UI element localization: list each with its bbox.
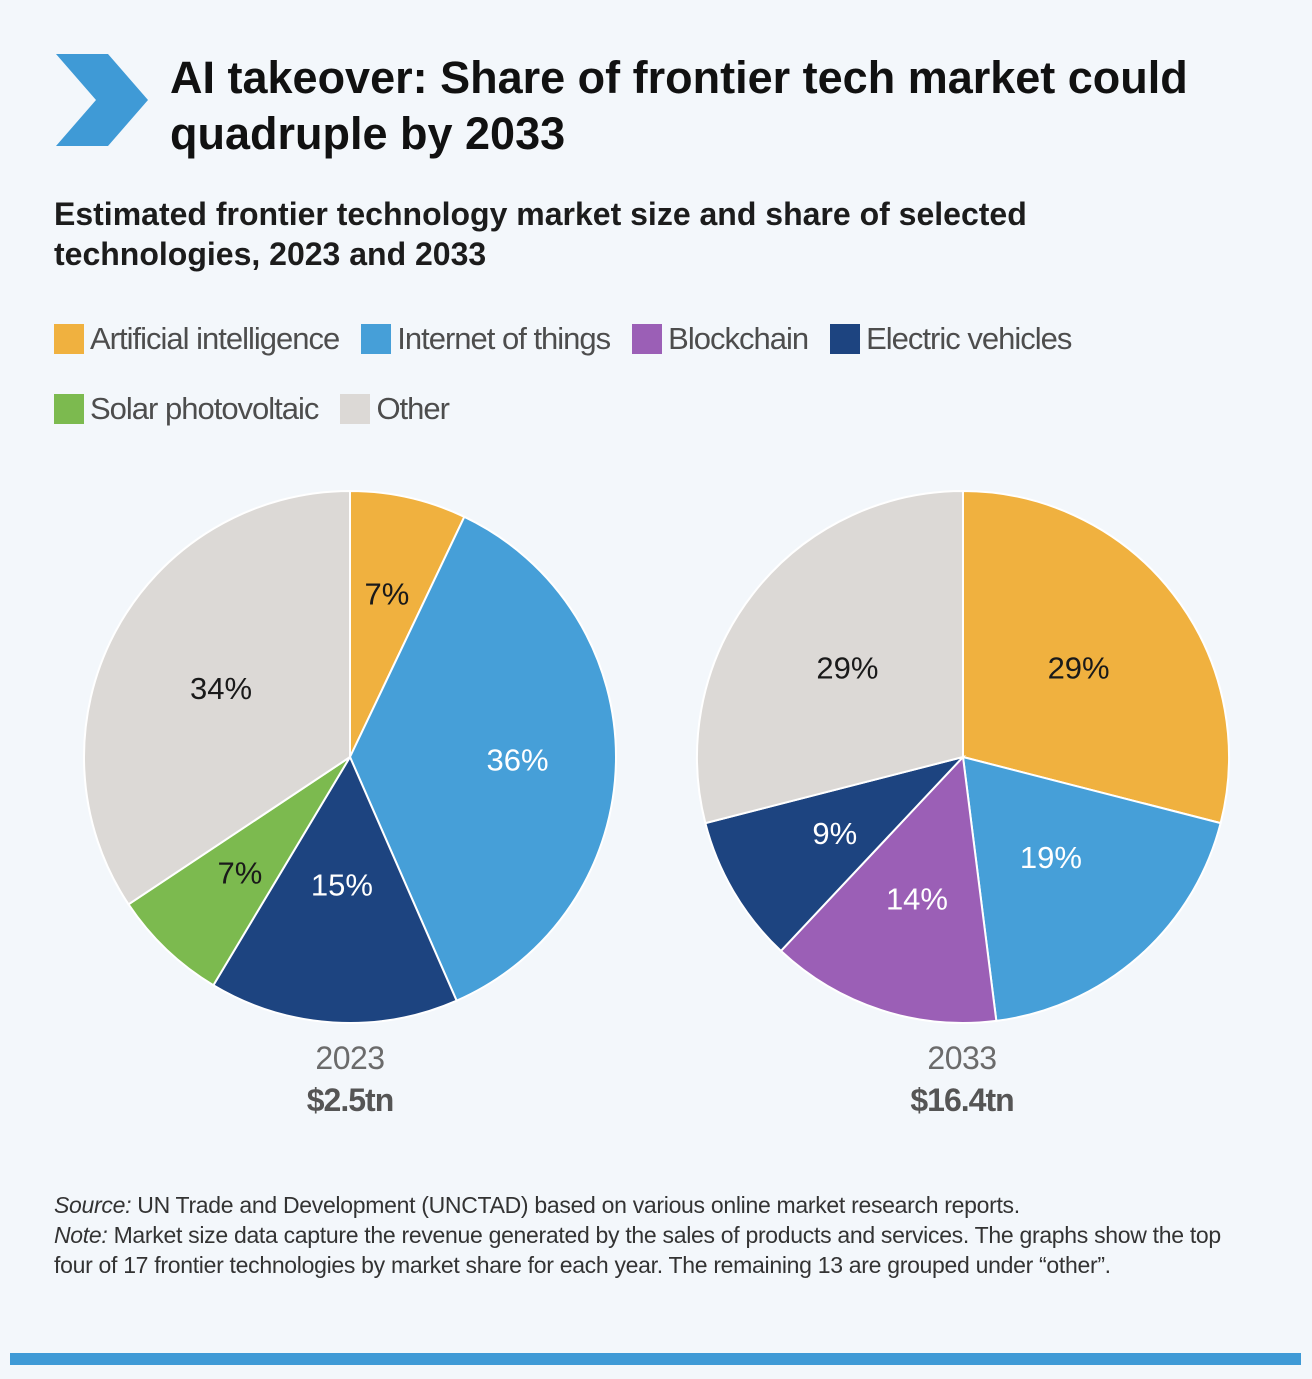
legend-swatch-other [340,394,371,424]
note-prefix: Note: [54,1222,108,1248]
legend-swatch-iot [361,324,392,354]
legend-swatch-ai [54,324,84,354]
pie-2023-slice-other [83,489,351,906]
source-line: Source: UN Trade and Development (UNCTAD… [54,1190,1254,1220]
pie-2023-label-solar-photovoltaic: 7% [217,856,262,891]
page-title: AI takeover: Share of frontier tech mark… [170,52,1188,159]
legend-swatch-ev [830,324,861,354]
pie-2033-slice-other [696,489,964,825]
source-text: UN Trade and Development (UNCTAD) based … [131,1192,1020,1218]
pie-2023-year: 2023 [315,1040,385,1076]
pie-2033-slice-artificial-intelligence [962,489,1230,825]
pie-2033-label-internet-of-things: 19% [1020,840,1082,875]
legend-item-solar: Solar photovoltaic [54,391,319,426]
pie-2023-label-electric-vehicles: 15% [311,867,373,902]
legend-swatch-solar [54,394,84,424]
legend-label-other: Other [376,391,450,426]
pie-2033-total: $16.4tn [910,1082,1014,1118]
pie-2033-slice-electric-vehicles [704,755,967,953]
legend-item-ev: Electric vehicles [830,321,1072,356]
pie-2023-label-internet-of-things: 36% [487,743,549,778]
legend-label-blockchain: Blockchain [668,321,809,356]
legend-swatch-blockchain [632,324,663,354]
legend-item-blockchain: Blockchain [632,321,809,356]
pie-2023-slice-internet-of-things [348,515,617,1002]
chart-legend: Artificial intelligence Internet of thin… [54,321,1154,426]
pie-2023-label-artificial-intelligence: 7% [365,577,410,612]
pie-2023-label-other: 34% [190,671,252,706]
pie-2033-label-electric-vehicles: 9% [812,816,857,851]
note-text: Market size data capture the revenue gen… [54,1222,1221,1278]
legend-item-other: Other [340,391,450,426]
bottom-accent-bar [10,1353,1301,1365]
legend-item-ai: Artificial intelligence [54,321,340,356]
pie-2033-label-other: 29% [816,650,878,685]
legend-label-iot: Internet of things [397,321,611,356]
legend-label-ev: Electric vehicles [866,321,1072,356]
pie-2023-slice-electric-vehicles [211,754,458,1024]
pie-2033-label-artificial-intelligence: 29% [1048,650,1110,685]
note-line: Note: Market size data capture the reven… [54,1220,1254,1280]
legend-item-iot: Internet of things [361,321,611,356]
legend-label-ai: Artificial intelligence [90,321,340,356]
pie-2033-slice-internet-of-things [961,755,1222,1023]
pie-2023-slice-solar-photovoltaic [127,756,351,987]
pie-2023-slice-artificial-intelligence [349,489,466,758]
chevron-arrow-icon [56,54,148,146]
chart-subtitle: Estimated frontier technology market siz… [54,196,1027,272]
pie-2033-label-blockchain: 14% [886,882,948,917]
source-prefix: Source: [54,1192,132,1218]
pie-2033-year: 2033 [927,1040,997,1076]
legend-label-solar: Solar photovoltaic [90,391,319,426]
footnote: Source: UN Trade and Development (UNCTAD… [54,1190,1254,1280]
pie-2023-total: $2.5tn [306,1082,394,1118]
pie-2033-slice-blockchain [779,754,998,1024]
